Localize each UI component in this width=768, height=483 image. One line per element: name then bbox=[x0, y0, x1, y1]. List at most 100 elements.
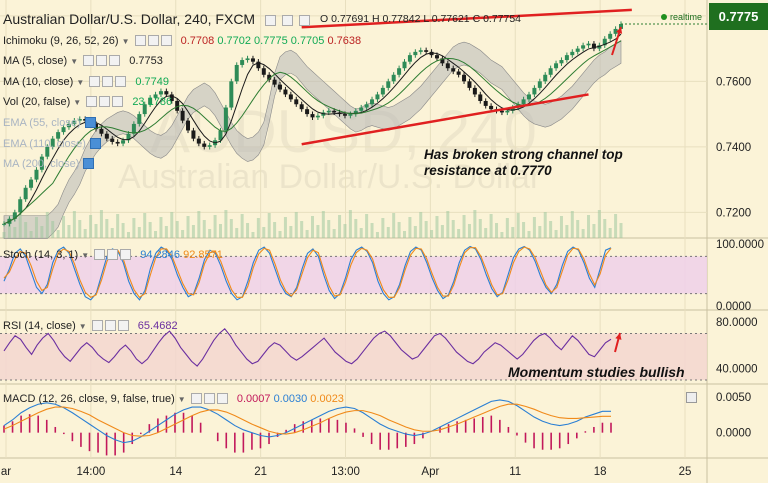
close-icon[interactable] bbox=[115, 76, 127, 87]
candle-body bbox=[223, 107, 228, 131]
candle-body bbox=[456, 71, 461, 75]
x-tick-label: 14 bbox=[169, 466, 182, 478]
volume-bar bbox=[273, 222, 277, 238]
close-icon[interactable] bbox=[298, 15, 310, 26]
settings-icon[interactable] bbox=[281, 15, 293, 26]
legend-ma200[interactable]: MA (200, close) bbox=[3, 158, 95, 170]
collapse-icon[interactable] bbox=[91, 320, 103, 331]
candle-body bbox=[272, 79, 277, 85]
candle-body bbox=[575, 48, 580, 52]
legend-ichimoku[interactable]: Ichimoku (9, 26, 52, 26) ▼ 0.7708 0.7702 … bbox=[3, 35, 361, 47]
close-icon[interactable] bbox=[112, 96, 124, 107]
collapse-icon[interactable] bbox=[83, 55, 95, 66]
volume-bar bbox=[489, 214, 493, 238]
last-price-badge: 0.7775 bbox=[709, 3, 768, 30]
chevron-down-icon[interactable]: ▼ bbox=[76, 78, 85, 87]
collapse-icon[interactable] bbox=[89, 76, 101, 87]
volume-bar bbox=[278, 231, 282, 238]
volume-bar bbox=[45, 212, 49, 238]
legend-vol[interactable]: Vol (20, false) ▼ 23 1786 bbox=[3, 96, 172, 108]
volume-bar bbox=[159, 217, 163, 238]
settings-icon[interactable] bbox=[203, 393, 215, 404]
settings-icon[interactable] bbox=[107, 249, 119, 260]
rsi-label: RSI (14, close) bbox=[3, 320, 76, 332]
settings-icon[interactable] bbox=[99, 96, 111, 107]
moving-average-line bbox=[3, 33, 622, 225]
chevron-down-icon[interactable]: ▼ bbox=[177, 395, 186, 404]
candle-body bbox=[526, 94, 531, 100]
collapse-icon[interactable] bbox=[190, 393, 202, 404]
collapse-icon[interactable] bbox=[264, 15, 276, 26]
candle-body bbox=[608, 33, 613, 39]
volume-bar bbox=[262, 227, 266, 238]
chevron-down-icon[interactable]: ▼ bbox=[78, 322, 87, 331]
candle-body bbox=[186, 120, 191, 131]
volume-bar bbox=[154, 231, 158, 238]
candle-body bbox=[104, 133, 109, 139]
legend-ema110[interactable]: EMA (110, close) bbox=[3, 138, 101, 150]
volume-bar bbox=[40, 226, 44, 238]
symbol-title[interactable]: Australian Dollar/U.S. Dollar, 240, FXCM bbox=[3, 11, 256, 27]
volume-bar bbox=[170, 212, 174, 238]
volume-bar bbox=[457, 229, 461, 238]
candle-body bbox=[375, 94, 380, 100]
volume-bar bbox=[110, 228, 114, 238]
chevron-down-icon[interactable]: ▼ bbox=[70, 57, 79, 66]
chevron-down-icon[interactable]: ▼ bbox=[121, 37, 130, 46]
close-icon[interactable] bbox=[160, 35, 172, 46]
candle-body bbox=[564, 55, 569, 61]
legend-ma10[interactable]: MA (10, close) ▼ 0.7749 bbox=[3, 76, 169, 88]
candle-body bbox=[191, 130, 196, 139]
close-icon[interactable] bbox=[109, 55, 121, 66]
chevron-down-icon[interactable]: ▼ bbox=[73, 98, 82, 107]
legend-macd[interactable]: MACD (12, 26, close, 9, false, true) ▼ 0.… bbox=[3, 393, 344, 405]
candle-body bbox=[602, 38, 607, 46]
settings-icon[interactable] bbox=[147, 35, 159, 46]
settings-icon[interactable] bbox=[96, 55, 108, 66]
candle-body bbox=[256, 61, 261, 69]
close-icon[interactable] bbox=[117, 320, 129, 331]
close-icon[interactable] bbox=[216, 393, 228, 404]
volume-bar bbox=[516, 213, 520, 238]
volume-bar bbox=[403, 231, 407, 238]
volume-bar bbox=[543, 212, 547, 238]
ichimoku-value-5: 0.7638 bbox=[327, 35, 362, 47]
settings-icon[interactable] bbox=[102, 76, 114, 87]
collapse-icon[interactable] bbox=[94, 249, 106, 260]
volume-bar bbox=[218, 224, 222, 238]
legend-stoch[interactable]: Stoch (14, 3, 1) ▼ 94.2846 92.8571 bbox=[3, 249, 223, 261]
visibility-icon[interactable] bbox=[83, 158, 95, 169]
volume-bar bbox=[375, 232, 379, 238]
candle-body bbox=[94, 123, 99, 129]
collapse-icon[interactable] bbox=[86, 96, 98, 107]
live-dot-icon bbox=[661, 14, 667, 20]
candle-body bbox=[440, 58, 445, 64]
volume-bar bbox=[522, 222, 526, 238]
pane-backgrounds bbox=[0, 255, 707, 381]
volume-bar bbox=[208, 229, 212, 238]
cloud-area bbox=[3, 39, 622, 239]
settings-icon[interactable] bbox=[104, 320, 116, 331]
legend-ma5[interactable]: MA (5, close) ▼ 0.7753 bbox=[3, 55, 163, 67]
close-icon[interactable] bbox=[120, 249, 132, 260]
candle-body bbox=[505, 110, 510, 113]
candle-body bbox=[310, 114, 315, 118]
legend-ema55[interactable]: EMA (55, close) bbox=[3, 117, 96, 129]
volume-bar bbox=[7, 218, 11, 238]
candle-body bbox=[532, 87, 537, 95]
visibility-icon[interactable] bbox=[84, 117, 96, 128]
candle-body bbox=[240, 60, 245, 65]
visibility-icon[interactable] bbox=[89, 138, 101, 149]
collapse-icon[interactable] bbox=[134, 35, 146, 46]
legend-rsi[interactable]: RSI (14, close) ▼ 65.4682 bbox=[3, 320, 178, 332]
channel-line bbox=[301, 93, 589, 146]
chevron-down-icon[interactable]: ▼ bbox=[81, 251, 90, 260]
ma200-label: MA (200, close) bbox=[3, 158, 80, 170]
stoch-k-line bbox=[3, 245, 612, 301]
volume-bar bbox=[2, 232, 6, 238]
pane-maximize-icon[interactable] bbox=[686, 392, 697, 403]
volume-bar bbox=[365, 214, 369, 238]
candle-body bbox=[613, 28, 618, 34]
candle-body bbox=[267, 74, 272, 80]
